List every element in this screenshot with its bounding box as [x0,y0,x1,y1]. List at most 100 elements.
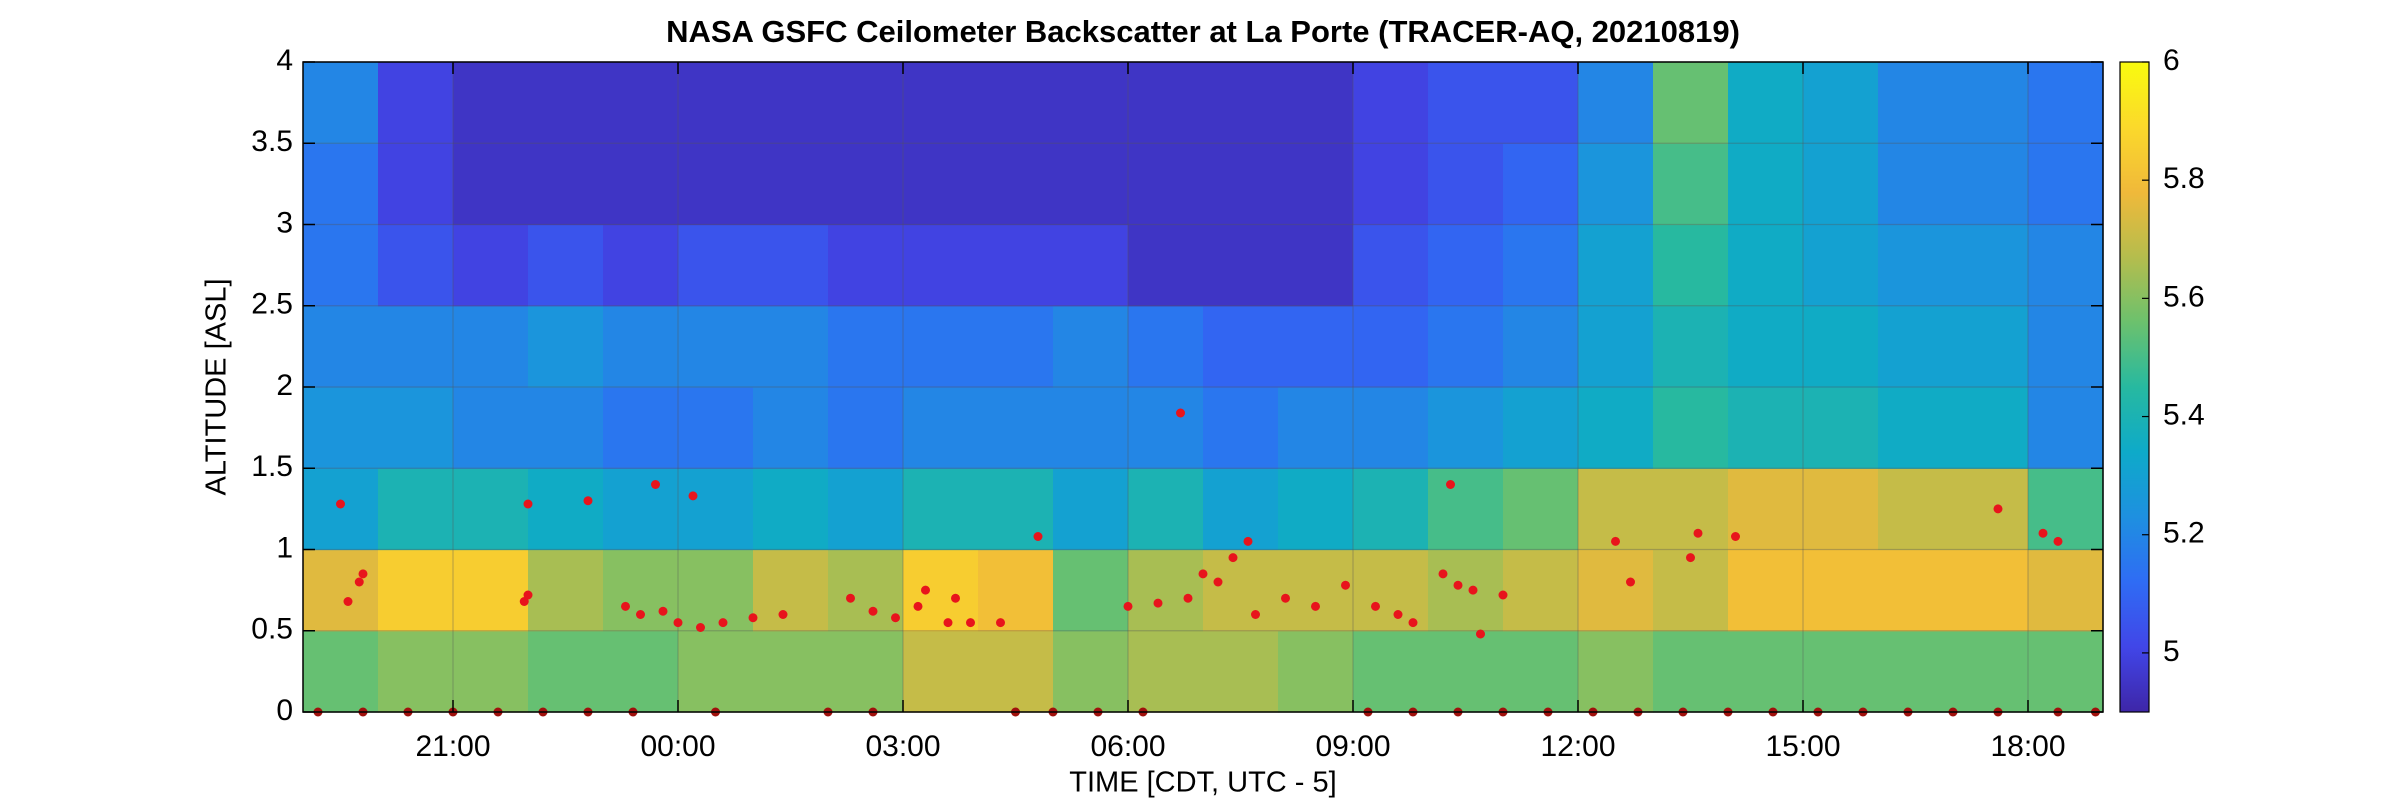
heatmap-cell [1953,224,2029,307]
heatmap-cell [453,630,529,713]
pbl-point [1033,532,1043,541]
heatmap-cell [978,143,1054,226]
heatmap-cell [1953,305,2029,388]
heatmap-cell [1653,549,1729,632]
heatmap-cell [1278,630,1354,713]
pbl-point [1198,569,1208,579]
x-tick-label: 06:00 [1090,730,1165,763]
heatmap-cell [978,224,1054,307]
heatmap-cell [2028,143,2104,226]
heatmap-cell [378,143,454,226]
heatmap-cell [1503,549,1579,632]
overlay: 0 0.5 1 1.5 2 2.5 3 3.5 4 21:00 00:00 03:00 06:00 09:… [251,44,2104,763]
heatmap-cell [1128,62,1204,144]
pbl-point [1243,536,1253,546]
heatmap-cell [1428,468,1504,551]
heatmap-cell [603,305,679,388]
heatmap-cell [1728,387,1804,469]
pbl-point [651,480,660,489]
heatmap-cell [1953,630,2029,713]
heatmap-cell [1578,630,1654,713]
heatmap-cell [753,630,829,713]
pbl-point [621,601,630,611]
heatmap-cell [603,630,679,713]
heatmap-cell [753,549,829,632]
heatmap-cell [903,305,979,388]
heatmap-cell [753,387,829,469]
heatmap-cell [1503,224,1579,307]
heatmap-cell [903,224,979,307]
heatmap-cell [1503,305,1579,388]
heatmap-cell [1578,62,1654,144]
pbl-point [1438,569,1448,579]
heatmap-cell [1428,387,1504,469]
y-tick-label: 4 [276,44,293,77]
heatmap-cell [1728,549,1804,632]
heatmap-cell [903,143,979,226]
heatmap-cell [1728,62,1804,144]
heatmap-cell [1578,549,1654,632]
pbl-point [1468,585,1478,595]
heatmap-cell [903,62,979,144]
heatmap-cell [2028,224,2104,307]
heatmap-cell [1953,387,2029,469]
heatmap-cell [1428,224,1504,307]
heatmap-cell [1353,549,1429,632]
heatmap-cell [1653,630,1729,713]
chart-title: NASA GSFC Ceilometer Backscatter at La P… [666,14,1740,49]
pbl-point [688,491,698,501]
heatmap-cell [1878,468,1954,551]
pbl-point [1251,610,1260,619]
heatmap-cell [453,387,529,469]
heatmap-cell [1803,143,1879,226]
heatmap-cell [1653,62,1729,144]
heatmap-cell [1878,305,1954,388]
pbl-point [343,597,353,606]
pbl-point [1611,536,1620,546]
heatmap-cell [978,387,1054,469]
heatmap-cell [1803,549,1879,632]
heatmap-cell [1803,468,1879,551]
heatmap-cell [303,62,379,144]
heatmap-cell [1053,468,1129,551]
heatmap-cell [303,468,379,551]
heatmap-cell [903,630,979,713]
heatmap-cell [1503,143,1579,226]
heatmap-cell [1278,143,1354,226]
heatmap-cell [1878,387,1954,469]
heatmap-cell [1953,143,2029,226]
heatmap-cell [1428,62,1504,144]
heatmap-cell [303,143,379,226]
x-tick-label: 00:00 [640,730,715,763]
heatmap-cell [1128,305,1204,388]
pbl-point [358,569,368,579]
heatmap-cell [753,224,829,307]
heatmap-cell [1578,143,1654,226]
heatmap-cell [2028,62,2104,144]
pbl-point [658,606,668,616]
heatmap-cell [1128,549,1204,632]
heatmap-cell [1128,143,1204,226]
y-tick-label: 0 [276,694,293,727]
heatmap-cell [528,387,604,469]
heatmap-cell [1653,387,1729,469]
heatmap-cell [303,305,379,388]
pbl-point [996,618,1005,628]
heatmap-cell [1878,630,1954,713]
pbl-point [1183,593,1193,603]
heatmap-cell [453,549,529,632]
colorbar-tick-label: 5 [2163,635,2180,668]
y-tick-label: 1.5 [251,450,293,483]
x-tick-label: 03:00 [865,730,940,763]
heatmap-cell [678,224,754,307]
heatmap-cell [828,630,904,713]
heatmap-cell [2028,630,2104,713]
x-tick-label: 12:00 [1540,730,1615,763]
heatmap-cell [1728,224,1804,307]
heatmap-cell [1728,630,1804,713]
heatmap-cell [1278,549,1354,632]
heatmap-cell [603,224,679,307]
heatmap-cell [1128,630,1204,713]
heatmap-cell [828,62,904,144]
heatmap-cell [1578,387,1654,469]
